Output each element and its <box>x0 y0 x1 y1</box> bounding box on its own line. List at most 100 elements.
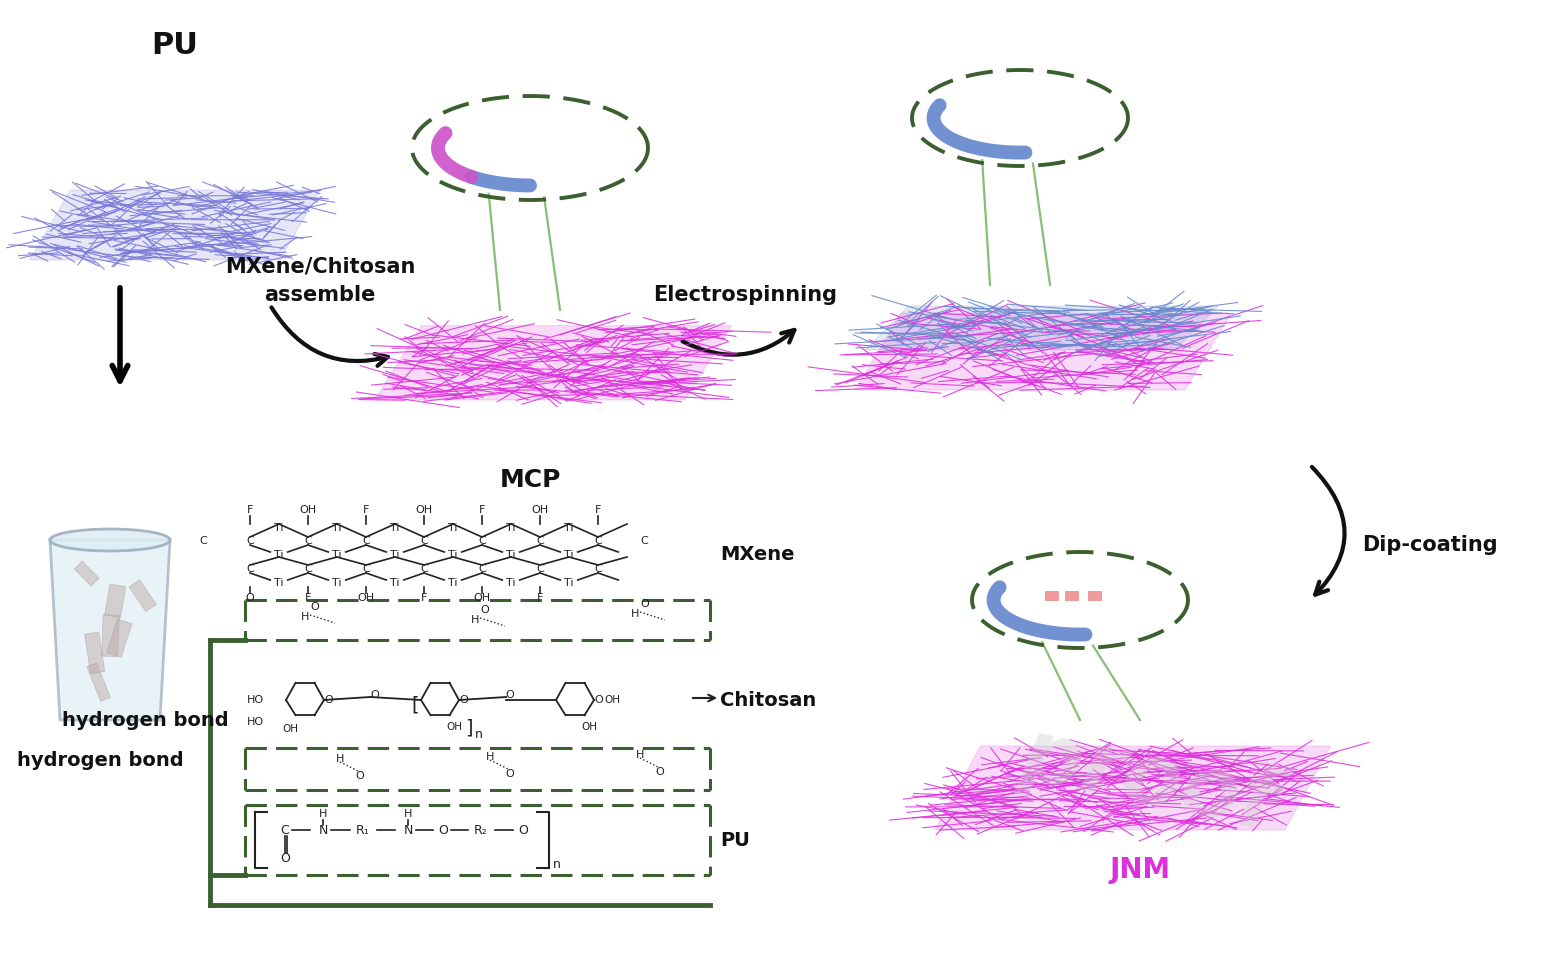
Text: C: C <box>304 536 312 546</box>
Text: OH: OH <box>582 722 598 732</box>
Text: Ti: Ti <box>275 523 284 533</box>
Text: Ti: Ti <box>391 550 400 560</box>
Text: OH: OH <box>358 593 375 603</box>
Text: OH: OH <box>604 695 621 705</box>
Text: O: O <box>355 771 364 781</box>
Text: C: C <box>363 564 371 574</box>
Text: O: O <box>505 769 514 779</box>
Polygon shape <box>936 746 1331 830</box>
Text: n: n <box>553 858 560 870</box>
Text: JNM: JNM <box>1110 856 1170 884</box>
Text: Ti: Ti <box>332 523 341 533</box>
Text: hydrogen bond: hydrogen bond <box>62 711 229 729</box>
Text: OH: OH <box>474 593 491 603</box>
Text: C: C <box>479 564 486 574</box>
Text: H: H <box>486 752 494 762</box>
Polygon shape <box>107 619 131 658</box>
Text: C: C <box>594 536 602 546</box>
Text: Chitosan: Chitosan <box>720 690 817 710</box>
Text: Ti: Ti <box>506 550 516 560</box>
Text: R₁: R₁ <box>357 824 371 836</box>
Polygon shape <box>102 615 119 657</box>
Text: Ti: Ti <box>564 578 574 588</box>
Text: H: H <box>335 754 344 764</box>
Text: C: C <box>420 564 428 574</box>
Text: HO: HO <box>247 717 264 727</box>
Text: MXene/Chitosan: MXene/Chitosan <box>225 257 415 277</box>
Polygon shape <box>855 313 1231 390</box>
Text: Ti: Ti <box>275 550 284 560</box>
Text: O: O <box>310 602 320 612</box>
Text: F: F <box>479 505 485 515</box>
Text: C: C <box>363 536 371 546</box>
Polygon shape <box>130 580 156 612</box>
Text: Ti: Ti <box>448 523 457 533</box>
Text: C: C <box>304 564 312 574</box>
Text: H: H <box>301 612 309 622</box>
Text: ]: ] <box>465 718 472 738</box>
Text: F: F <box>247 505 253 515</box>
Text: O: O <box>245 593 255 603</box>
Text: OH: OH <box>283 724 298 734</box>
Text: assemble: assemble <box>264 285 375 305</box>
Text: MXene: MXene <box>720 545 795 565</box>
Text: O: O <box>460 695 468 705</box>
Bar <box>1089 591 1102 601</box>
Text: OH: OH <box>446 722 463 732</box>
Text: H: H <box>318 809 327 819</box>
Text: Ti: Ti <box>506 578 516 588</box>
Polygon shape <box>86 662 111 701</box>
Text: Ti: Ti <box>332 550 341 560</box>
Text: HO: HO <box>247 695 264 705</box>
Polygon shape <box>105 584 125 618</box>
Text: hydrogen bond: hydrogen bond <box>17 750 184 770</box>
Polygon shape <box>29 190 320 260</box>
Text: O: O <box>505 690 514 700</box>
Text: Ti: Ti <box>275 578 284 588</box>
Text: PU: PU <box>151 31 199 60</box>
Text: O: O <box>641 599 650 609</box>
Text: Ti: Ti <box>564 550 574 560</box>
Text: F: F <box>422 593 428 603</box>
Polygon shape <box>85 632 105 674</box>
Text: n: n <box>476 727 483 741</box>
Text: Ti: Ti <box>564 523 574 533</box>
Text: F: F <box>304 593 312 603</box>
Text: O: O <box>279 852 290 864</box>
Text: Ti: Ti <box>391 523 400 533</box>
Text: C: C <box>420 536 428 546</box>
Text: Ti: Ti <box>391 578 400 588</box>
Text: OH: OH <box>415 505 432 515</box>
Text: O: O <box>438 824 448 836</box>
Polygon shape <box>74 561 99 586</box>
Text: H: H <box>631 609 639 619</box>
Text: C: C <box>641 536 648 546</box>
Text: H: H <box>405 809 412 819</box>
Text: O: O <box>324 695 334 705</box>
Text: R₂: R₂ <box>474 824 488 836</box>
Polygon shape <box>49 540 170 720</box>
Polygon shape <box>865 306 1218 350</box>
Text: C: C <box>245 564 253 574</box>
Polygon shape <box>375 326 732 400</box>
Text: F: F <box>363 505 369 515</box>
Text: C: C <box>536 536 543 546</box>
Text: H: H <box>636 750 644 760</box>
Text: O: O <box>480 605 489 615</box>
Text: O: O <box>519 824 528 836</box>
Text: C: C <box>199 536 207 546</box>
Text: Dip-coating: Dip-coating <box>1362 535 1498 555</box>
Text: Ti: Ti <box>448 578 457 588</box>
Text: C: C <box>281 824 289 836</box>
Text: C: C <box>245 536 253 546</box>
Text: C: C <box>594 564 602 574</box>
Text: N: N <box>318 824 327 836</box>
Text: [: [ <box>411 695 418 715</box>
Text: O: O <box>656 767 664 777</box>
Text: Ti: Ti <box>332 578 341 588</box>
Text: MCP: MCP <box>499 468 560 492</box>
Text: C: C <box>479 536 486 546</box>
Text: OH: OH <box>531 505 548 515</box>
Text: Ti: Ti <box>448 550 457 560</box>
Text: Ti: Ti <box>506 523 516 533</box>
